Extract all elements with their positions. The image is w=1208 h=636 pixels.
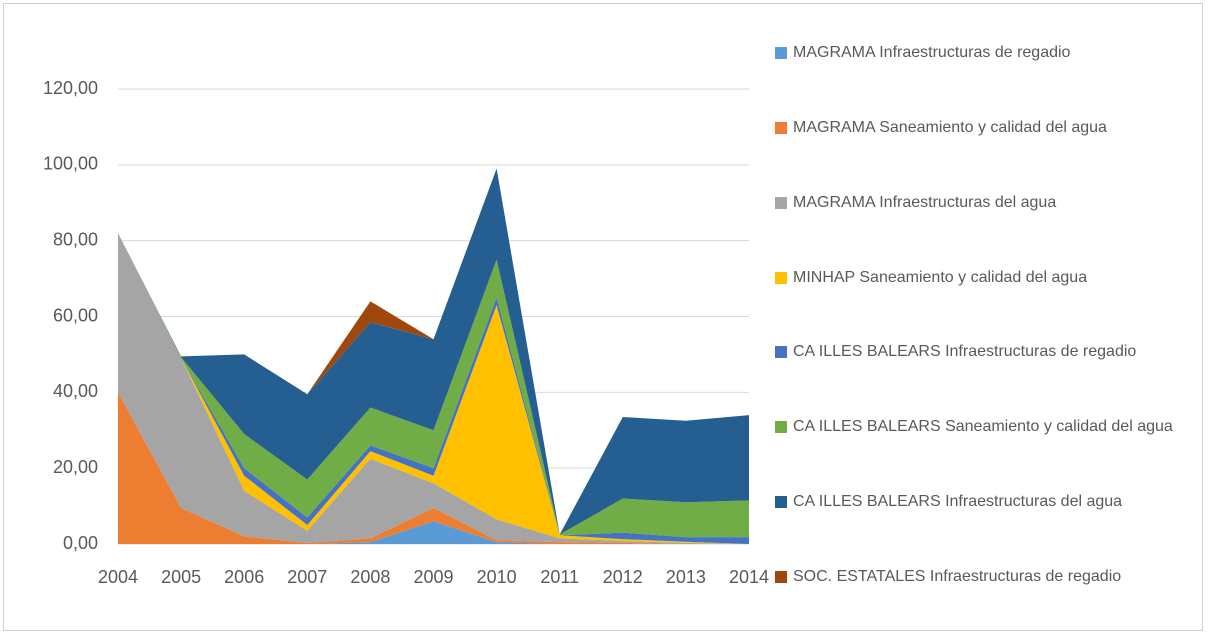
- x-tick-label: 2012: [603, 567, 643, 587]
- legend-label: MINHAP Saneamiento y calidad del agua: [793, 268, 1088, 286]
- area: [118, 233, 749, 545]
- x-tick-label: 2005: [161, 567, 201, 587]
- x-tick-label: 2009: [413, 567, 453, 587]
- legend: MAGRAMA Infraestructuras de regadio MAGRA…: [775, 40, 1195, 590]
- x-tick-label: 2014: [729, 567, 769, 587]
- x-tick-label: 2010: [477, 567, 517, 587]
- legend-label: CA ILLES BALEARS Infraestructuras de reg…: [793, 343, 1137, 361]
- legend-item: MAGRAMA Infraestructuras del agua: [775, 190, 1195, 216]
- x-tick-label: 2007: [287, 567, 327, 587]
- area: [118, 233, 749, 538]
- x-tick-label: 2004: [98, 567, 138, 587]
- legend-item: CA ILLES BALEARS Infraestructuras de reg…: [775, 339, 1195, 365]
- legend-label: CA ILLES BALEARS Saneamiento y calidad d…: [793, 418, 1173, 436]
- area: [118, 392, 749, 544]
- legend-item: MAGRAMA Infraestructuras de regadio: [775, 40, 1195, 66]
- legend-swatch: [775, 271, 787, 284]
- y-tick-label: 0,00: [63, 533, 98, 553]
- legend-label: MAGRAMA Saneamiento y calidad del agua: [793, 118, 1107, 136]
- legend-label: MAGRAMA Infraestructuras de regadio: [793, 44, 1071, 61]
- legend-swatch: [775, 421, 787, 434]
- legend-item: MINHAP Saneamiento y calidad del agua: [775, 265, 1195, 291]
- legend-item: CA ILLES BALEARS Infraestructuras del ag…: [775, 489, 1195, 515]
- legend-swatch: [775, 570, 787, 583]
- legend-swatch: [775, 496, 787, 509]
- legend-swatch: [775, 121, 787, 134]
- legend-item: SOC. ESTATALES Infraestructuras de regad…: [775, 564, 1195, 590]
- y-tick-label: 20,00: [53, 457, 98, 477]
- y-tick-label: 60,00: [53, 305, 98, 325]
- legend-item: MAGRAMA Saneamiento y calidad del agua: [775, 115, 1195, 141]
- legend-item: CA ILLES BALEARS Saneamiento y calidad d…: [775, 414, 1195, 440]
- legend-label: CA ILLES BALEARS Infraestructuras del ag…: [793, 493, 1123, 511]
- x-tick-label: 2011: [540, 567, 579, 587]
- area: [118, 168, 749, 535]
- legend-swatch: [775, 346, 787, 359]
- legend-label: SOC. ESTATALES Infraestructuras de regad…: [793, 567, 1122, 585]
- x-tick-label: 2008: [350, 567, 390, 587]
- legend-label: MAGRAMA Infraestructuras del agua: [793, 193, 1057, 211]
- y-tick-label: 100,00: [43, 154, 98, 174]
- legend-swatch: [775, 196, 787, 209]
- x-tick-label: 2006: [224, 567, 264, 587]
- y-tick-label: 40,00: [53, 381, 98, 401]
- x-tick-label: 2013: [666, 567, 706, 587]
- legend-swatch: [775, 47, 787, 59]
- y-tick-label: 120,00: [43, 78, 98, 98]
- y-tick-label: 80,00: [53, 229, 98, 249]
- chart-frame: [3, 3, 1203, 631]
- area: [118, 521, 749, 544]
